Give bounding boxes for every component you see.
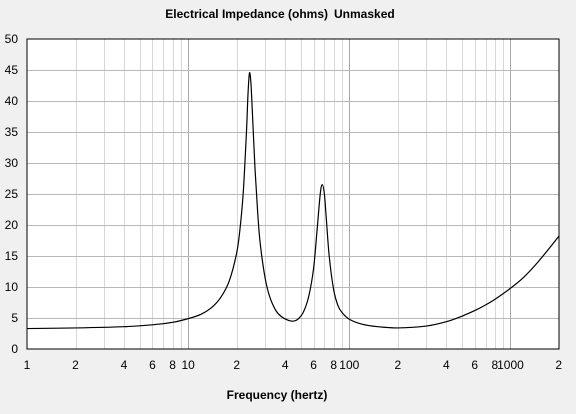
- y-tick-label: 5: [11, 311, 18, 325]
- x-tick-label: 4: [282, 358, 289, 372]
- x-tick-label: 8: [169, 358, 176, 372]
- x-tick-label: 2: [394, 358, 401, 372]
- y-tick-label: 0: [11, 342, 18, 356]
- x-tick-label: 10: [181, 358, 195, 372]
- x-tick-label: 6: [310, 358, 317, 372]
- x-tick-label: 2: [72, 358, 79, 372]
- series-layer: [26, 72, 560, 330]
- y-tick-label: 45: [5, 63, 19, 77]
- chart-title: Electrical Impedance (ohms): [165, 7, 328, 21]
- y-tick-label: 25: [5, 187, 19, 201]
- y-tick-label: 15: [5, 249, 19, 263]
- grid-lines: [27, 39, 559, 349]
- x-tick-label: 1: [24, 358, 31, 372]
- x-tick-label: 6: [471, 358, 478, 372]
- x-axis-title: Frequency (hertz): [227, 388, 328, 402]
- y-tick-label: 10: [5, 280, 19, 294]
- x-tick-label: 2: [555, 358, 562, 372]
- x-tick-label: 2: [233, 358, 240, 372]
- impedance-curve: [26, 72, 560, 330]
- x-tick-label: 4: [443, 358, 450, 372]
- x-tick-label: 8: [492, 358, 499, 372]
- x-tick-label: 100: [339, 358, 359, 372]
- y-tick-label: 50: [5, 32, 19, 46]
- y-tick-label: 35: [5, 125, 19, 139]
- plot-border: [26, 38, 560, 350]
- y-tick-label: 30: [5, 156, 19, 170]
- chart-subtitle: Unmasked: [334, 7, 395, 21]
- x-tick-label: 4: [121, 358, 128, 372]
- x-tick-label: 1000: [497, 358, 524, 372]
- x-tick-label: 6: [149, 358, 156, 372]
- y-tick-labels: 0 5 10 15 20 25 30 35 40 45 50: [5, 32, 19, 356]
- y-tick-label: 20: [5, 218, 19, 232]
- y-tick-label: 40: [5, 94, 19, 108]
- x-tick-label: 8: [330, 358, 337, 372]
